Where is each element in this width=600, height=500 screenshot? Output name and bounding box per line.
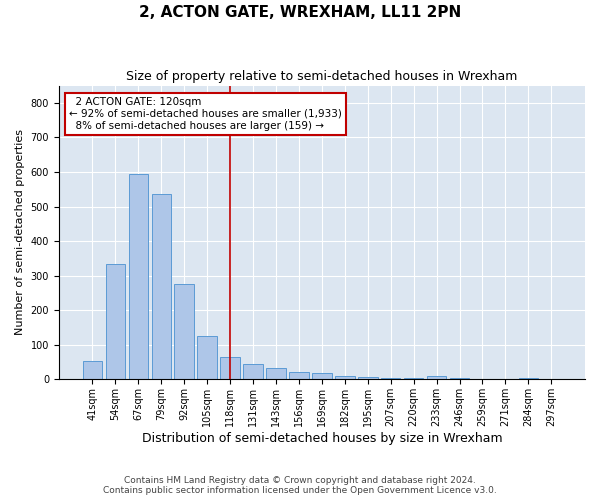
Bar (358, 376, 377, 380)
Text: 2, ACTON GATE, WREXHAM, LL11 2PN: 2, ACTON GATE, WREXHAM, LL11 2PN (139, 5, 461, 20)
Bar (335, 376, 355, 380)
Bar (312, 373, 332, 380)
Text: Contains HM Land Registry data © Crown copyright and database right 2024.
Contai: Contains HM Land Registry data © Crown c… (103, 476, 497, 495)
Bar (289, 372, 308, 380)
Bar (381, 378, 400, 380)
Y-axis label: Number of semi-detached properties: Number of semi-detached properties (15, 130, 25, 336)
Bar (220, 357, 240, 380)
Bar (244, 364, 263, 380)
Bar (542, 378, 561, 380)
Text: 2 ACTON GATE: 120sqm
← 92% of semi-detached houses are smaller (1,933)
  8% of s: 2 ACTON GATE: 120sqm ← 92% of semi-detac… (70, 98, 342, 130)
Bar (473, 378, 492, 380)
Bar (175, 284, 194, 380)
Bar (197, 336, 217, 380)
Bar (404, 378, 424, 380)
Bar (266, 368, 286, 380)
Bar (427, 376, 446, 380)
Bar (518, 378, 538, 380)
Bar (152, 194, 171, 380)
Bar (128, 174, 148, 380)
Bar (83, 362, 102, 380)
X-axis label: Distribution of semi-detached houses by size in Wrexham: Distribution of semi-detached houses by … (142, 432, 502, 445)
Title: Size of property relative to semi-detached houses in Wrexham: Size of property relative to semi-detach… (126, 70, 518, 83)
Bar (450, 378, 469, 380)
Bar (106, 264, 125, 380)
